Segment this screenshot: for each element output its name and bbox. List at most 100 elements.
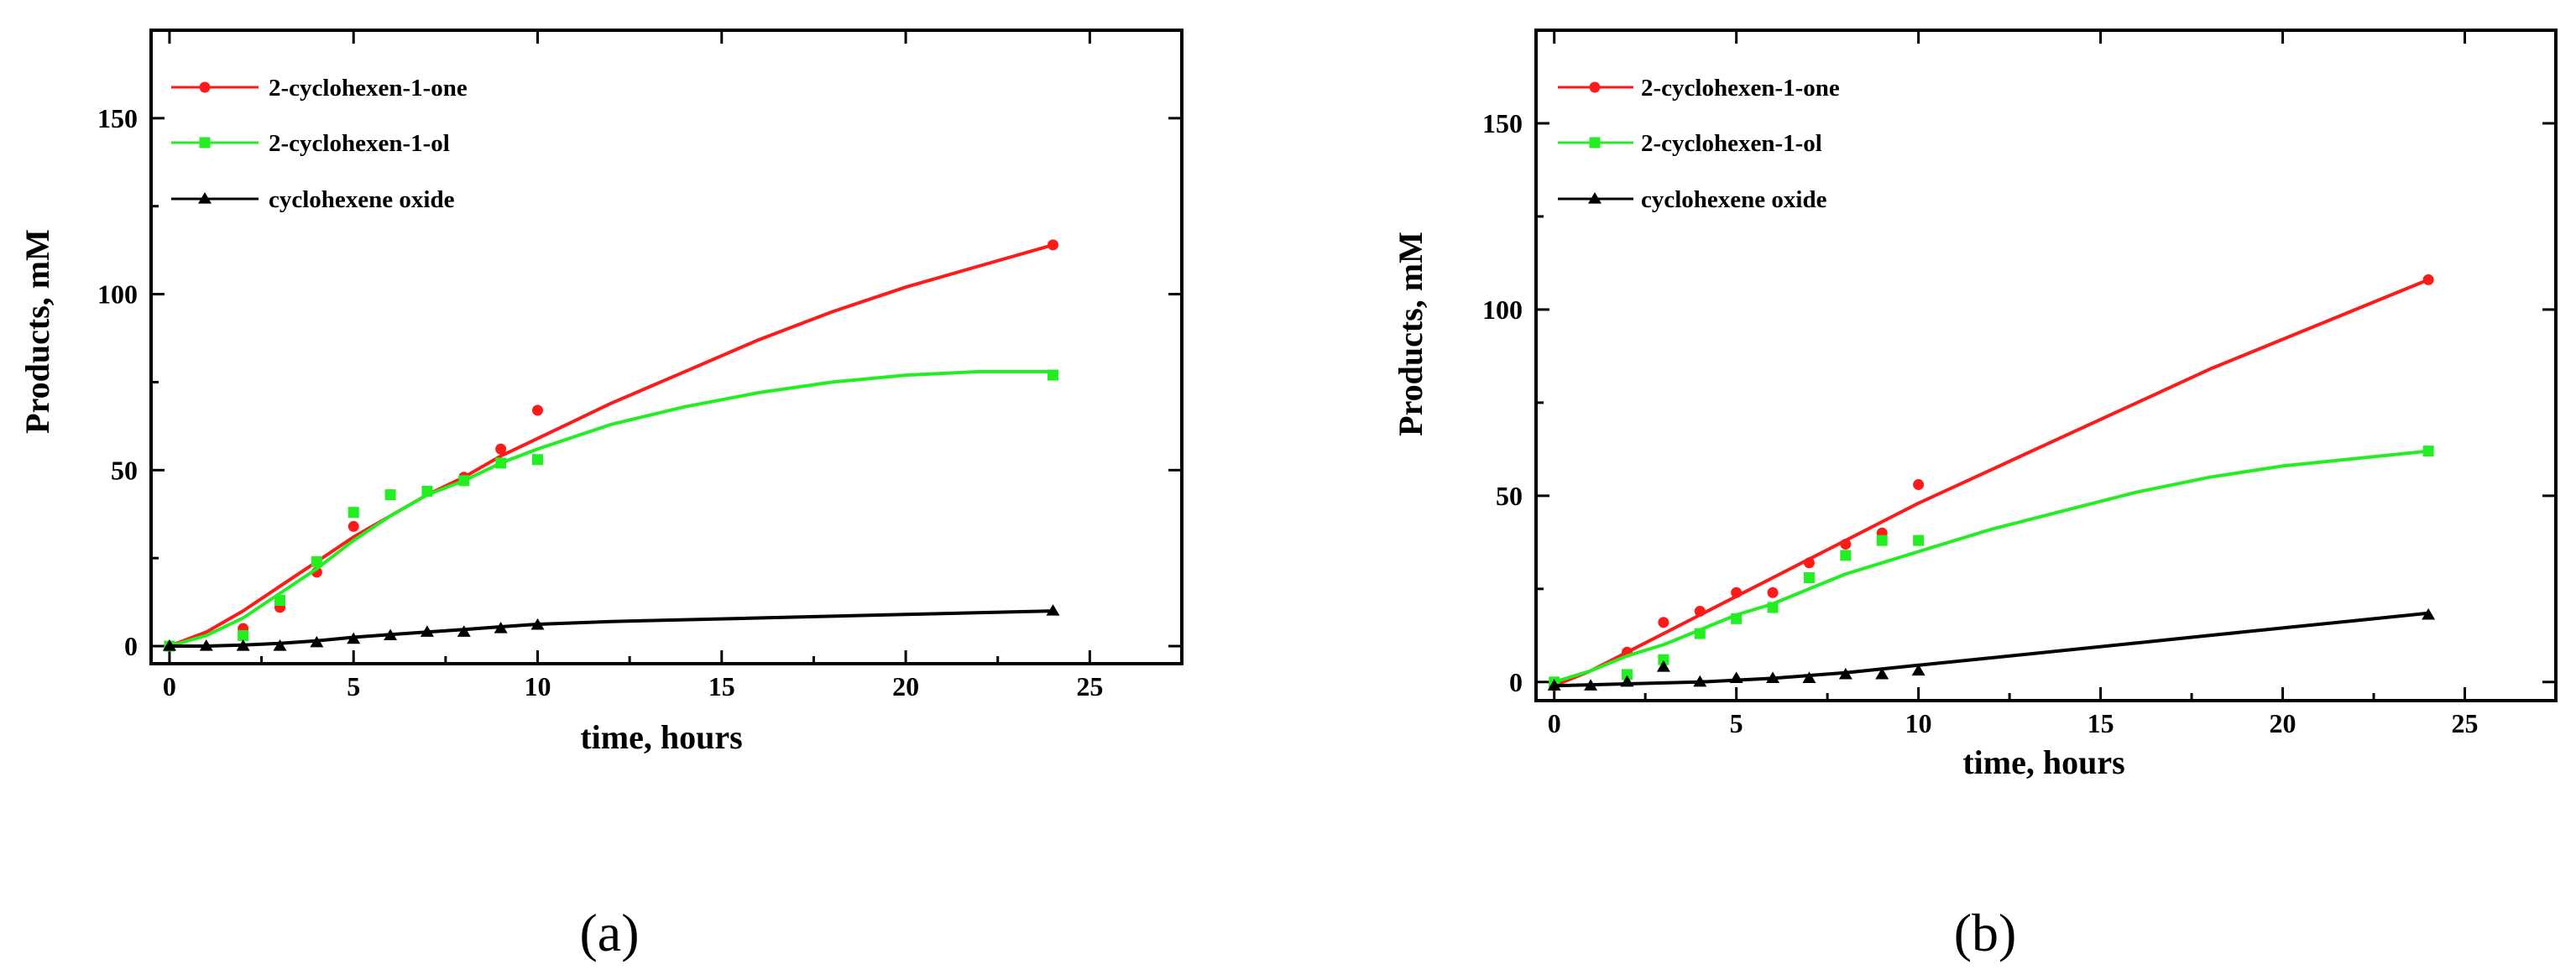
data-point	[1731, 587, 1743, 598]
data-point	[1731, 613, 1743, 624]
legend-marker	[199, 81, 211, 93]
data-point	[2422, 446, 2434, 457]
data-point	[495, 443, 507, 455]
x-tick-label: 15	[708, 671, 735, 701]
data-point	[1913, 534, 1925, 546]
y-tick-label: 0	[124, 631, 138, 661]
x-tick-label: 20	[2270, 708, 2296, 738]
legend-marker	[1589, 81, 1601, 93]
data-point	[1911, 664, 1925, 676]
data-point	[1766, 671, 1780, 683]
y-tick-label: 50	[1496, 481, 1523, 511]
data-point	[1913, 479, 1925, 491]
legend-marker	[1589, 137, 1601, 149]
data-point	[1658, 617, 1669, 628]
data-point	[532, 454, 543, 466]
data-point	[421, 485, 433, 497]
y-tick-label: 50	[111, 455, 138, 485]
chart-panel-b: 0 5 10 15 20 25 0 50 100 150 time, hours Products, …	[1392, 29, 2558, 962]
fit-line	[169, 242, 1054, 648]
x-tick-label: 25	[1076, 671, 1103, 701]
data-point	[2422, 274, 2434, 285]
data-point	[1658, 654, 1669, 665]
fit-line	[1554, 449, 2429, 684]
data-point	[1840, 550, 1852, 561]
data-point	[1767, 602, 1779, 613]
data-point	[1046, 604, 1060, 616]
data-point	[1802, 671, 1816, 683]
data-point	[311, 555, 322, 567]
data-point	[458, 475, 470, 487]
series-circle	[1549, 274, 2434, 691]
data-point	[1876, 534, 1888, 546]
fit-line	[1553, 278, 2429, 688]
data-point	[347, 520, 359, 532]
x-tick-label: 0	[1548, 708, 1561, 738]
chart-panel-a: 0 5 10 15 20 25 0 50 100 150 time, hours Products, …	[18, 29, 1183, 962]
plot-frame	[1534, 29, 2558, 702]
series-square	[1549, 446, 2434, 688]
y-axis-title: Products, mM	[1392, 232, 1429, 436]
data-point	[420, 625, 434, 637]
data-point	[494, 622, 508, 633]
data-point	[1048, 239, 1058, 251]
legend-label: 2-cyclohexen-1-one	[269, 75, 468, 102]
data-point	[1048, 369, 1058, 381]
series-square	[164, 369, 1058, 652]
data-point	[1875, 667, 1889, 680]
data-point	[532, 404, 543, 416]
data-point	[384, 489, 396, 501]
data-point	[274, 595, 285, 606]
data-point	[1694, 605, 1706, 617]
x-tick-label: 5	[347, 671, 360, 701]
legend-marker	[198, 192, 212, 204]
data-point	[236, 639, 250, 651]
panel-label: (b)	[1954, 903, 2017, 962]
y-axis-title: Products, mM	[18, 229, 56, 434]
legend-marker	[1588, 192, 1602, 204]
y-tick-label: 100	[97, 279, 138, 310]
x-tick-label: 10	[1905, 708, 1932, 738]
data-point	[347, 632, 361, 644]
x-tick-label: 25	[2452, 708, 2479, 738]
panel-label: (a)	[579, 903, 639, 962]
legend-label: 2-cyclohexen-1-one	[1641, 75, 1840, 102]
legend-label: 2-cyclohexen-1-ol	[1641, 130, 1822, 157]
data-point	[384, 628, 398, 641]
series-triangle	[162, 604, 1060, 651]
x-tick-label: 15	[2087, 708, 2114, 738]
legend-marker	[199, 137, 211, 149]
data-point	[1621, 669, 1633, 680]
data-point	[1693, 675, 1707, 687]
data-point	[238, 629, 249, 641]
x-tick-label: 5	[1730, 708, 1743, 738]
legend-label: 2-cyclohexen-1-ol	[269, 130, 450, 157]
data-point	[1547, 679, 1561, 691]
data-point	[273, 639, 287, 651]
data-point	[162, 639, 176, 651]
data-point	[457, 625, 471, 637]
series-triangle	[1547, 607, 2436, 691]
data-point	[199, 639, 213, 651]
data-point	[1620, 675, 1634, 687]
data-point	[530, 618, 545, 630]
data-point	[1767, 587, 1779, 598]
legend-label: cyclohexene oxide	[269, 186, 455, 213]
data-point	[495, 457, 507, 469]
data-point	[1840, 539, 1852, 550]
series-circle	[164, 239, 1058, 652]
x-tick-label: 10	[525, 671, 551, 701]
plot-frame	[149, 29, 1183, 665]
data-point	[1803, 557, 1815, 569]
x-axis-title: time, hours	[580, 718, 742, 756]
fit-line	[169, 609, 1053, 648]
y-tick-label: 100	[1482, 295, 1523, 325]
data-point	[1803, 572, 1815, 584]
data-point	[1656, 660, 1670, 672]
x-tick-label: 0	[163, 671, 176, 701]
data-point	[1838, 667, 1852, 680]
x-tick-label: 20	[892, 671, 919, 701]
data-point	[1584, 679, 1598, 691]
data-point	[310, 635, 324, 648]
